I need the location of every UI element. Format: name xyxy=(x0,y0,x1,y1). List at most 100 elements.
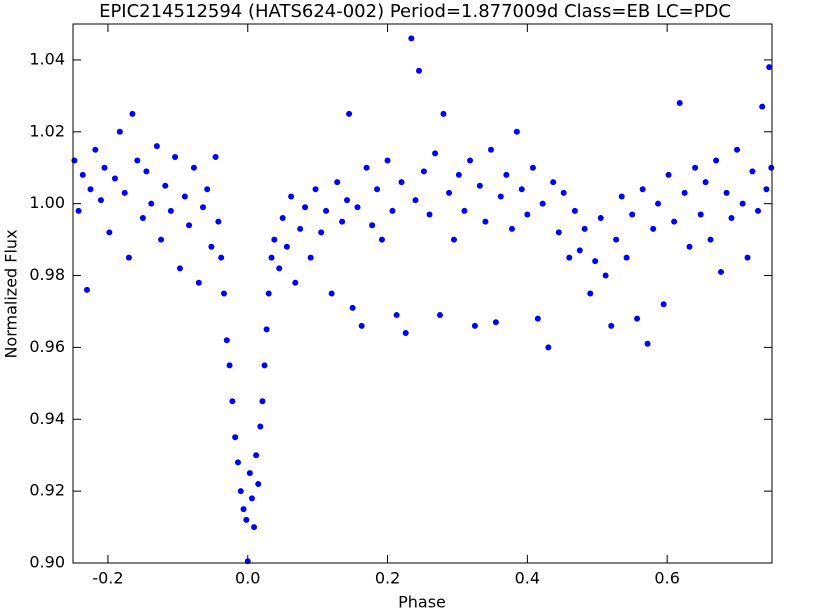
data-point xyxy=(416,67,423,74)
data-point xyxy=(125,254,132,261)
data-point xyxy=(263,326,270,333)
data-point xyxy=(83,286,90,293)
x-tick-label: 0.0 xyxy=(235,569,260,588)
data-point xyxy=(237,488,244,495)
data-point xyxy=(200,204,207,211)
y-tick-label: 1.02 xyxy=(29,121,65,140)
data-point xyxy=(106,229,113,236)
chart-title: EPIC214512594 (HATS624-002) Period=1.877… xyxy=(99,1,731,22)
data-point xyxy=(508,225,515,232)
data-point xyxy=(587,290,594,297)
data-point xyxy=(686,243,693,250)
data-point xyxy=(71,157,78,164)
data-point xyxy=(384,157,391,164)
data-point xyxy=(363,164,370,171)
data-point xyxy=(461,207,468,214)
data-point xyxy=(369,222,376,229)
data-point xyxy=(297,225,304,232)
data-point xyxy=(378,236,385,243)
data-point xyxy=(302,204,309,211)
data-point xyxy=(550,179,557,186)
data-point xyxy=(162,182,169,189)
data-point xyxy=(660,301,667,308)
data-point xyxy=(218,254,225,261)
x-tick-label: 0.2 xyxy=(375,569,400,588)
data-point xyxy=(739,200,746,207)
data-point xyxy=(676,100,683,107)
data-point xyxy=(339,218,346,225)
data-point xyxy=(744,254,751,261)
data-point xyxy=(728,215,735,222)
data-point xyxy=(717,268,724,275)
data-point xyxy=(692,164,699,171)
y-tick-label: 0.92 xyxy=(29,481,65,500)
y-tick-label: 0.98 xyxy=(29,265,65,284)
data-point xyxy=(755,207,762,214)
data-point xyxy=(482,218,489,225)
data-point xyxy=(545,344,552,351)
data-point xyxy=(186,222,193,229)
x-tick-label: -0.2 xyxy=(92,569,123,588)
x-tick-label: 0.6 xyxy=(654,569,679,588)
y-tick-label: 0.96 xyxy=(29,337,65,356)
data-point xyxy=(318,229,325,236)
data-point xyxy=(639,186,646,193)
plot-frame xyxy=(72,23,773,564)
data-point xyxy=(248,495,255,502)
data-point xyxy=(455,171,462,178)
data-point xyxy=(279,215,286,222)
data-point xyxy=(436,312,443,319)
data-point xyxy=(629,211,636,218)
data-point xyxy=(349,304,356,311)
data-point xyxy=(139,215,146,222)
data-point xyxy=(346,110,353,117)
data-point xyxy=(223,337,230,344)
data-point xyxy=(763,186,770,193)
data-point xyxy=(148,200,155,207)
data-point xyxy=(513,128,520,135)
data-point xyxy=(172,153,179,160)
y-axis-label: Normalized Flux xyxy=(2,229,21,358)
data-point xyxy=(592,258,599,265)
data-point xyxy=(420,168,427,175)
data-point xyxy=(358,322,365,329)
data-point xyxy=(529,164,536,171)
data-point xyxy=(602,272,609,279)
data-point xyxy=(734,146,741,153)
data-point xyxy=(87,186,94,193)
data-point xyxy=(471,322,478,329)
data-point xyxy=(312,186,319,193)
data-point xyxy=(323,207,330,214)
data-point xyxy=(181,193,188,200)
data-point xyxy=(581,225,588,232)
data-point xyxy=(251,524,258,531)
data-point xyxy=(497,193,504,200)
data-point xyxy=(426,211,433,218)
data-point xyxy=(759,103,766,110)
data-point xyxy=(707,236,714,243)
data-point xyxy=(618,193,625,200)
data-point xyxy=(534,315,541,322)
data-point xyxy=(681,189,688,196)
data-point xyxy=(212,153,219,160)
data-point xyxy=(307,254,314,261)
data-point xyxy=(539,200,546,207)
data-point xyxy=(259,398,266,405)
data-point xyxy=(560,189,567,196)
data-point xyxy=(328,290,335,297)
data-point xyxy=(749,168,756,175)
data-point xyxy=(402,330,409,337)
data-point xyxy=(432,150,439,157)
data-point xyxy=(398,179,405,186)
y-tick-label: 1.04 xyxy=(29,49,65,68)
data-point xyxy=(488,146,495,153)
x-axis-label: Phase xyxy=(398,593,446,612)
data-point xyxy=(634,315,641,322)
data-point xyxy=(288,193,295,200)
data-point xyxy=(153,143,160,150)
data-point xyxy=(232,434,239,441)
y-tick-label: 1.00 xyxy=(29,193,65,212)
data-point xyxy=(234,459,241,466)
data-point xyxy=(597,215,604,222)
data-point xyxy=(412,197,419,204)
